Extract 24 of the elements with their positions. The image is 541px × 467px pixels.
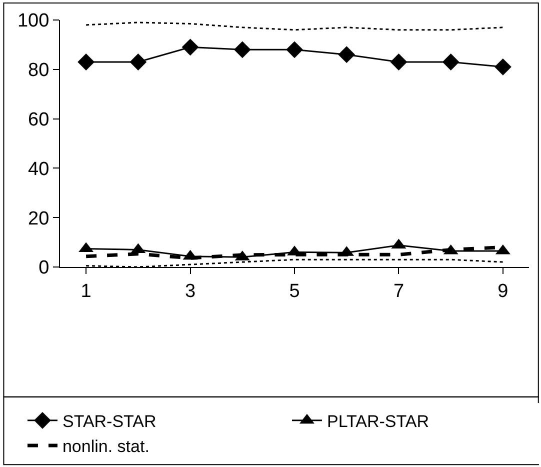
x-tick-label: 1 bbox=[80, 280, 92, 302]
x-tick-label: 3 bbox=[184, 280, 196, 302]
point bbox=[182, 38, 199, 56]
point bbox=[78, 54, 95, 70]
y-tick-label: 80 bbox=[28, 60, 50, 82]
legend-label: nonlin. stat. bbox=[62, 437, 150, 456]
y-tick-label: 40 bbox=[28, 158, 50, 180]
point bbox=[338, 46, 356, 64]
line-series bbox=[85, 22, 504, 31]
y-tick-label: 0 bbox=[38, 258, 50, 279]
point bbox=[494, 58, 512, 76]
y-tick-label: 60 bbox=[28, 109, 50, 130]
point bbox=[130, 54, 147, 70]
point bbox=[286, 41, 303, 58]
y-tick-label: 100 bbox=[17, 10, 50, 32]
point bbox=[390, 54, 408, 70]
point bbox=[234, 41, 251, 58]
point bbox=[442, 54, 460, 70]
y-tick-label: 20 bbox=[28, 208, 50, 230]
x-tick-label: 9 bbox=[498, 280, 508, 302]
x-tick-label: 5 bbox=[289, 280, 300, 302]
legend-label: PLTAR-STAR bbox=[326, 412, 429, 432]
legend-label: STAR-STAR bbox=[62, 412, 156, 432]
x-tick-label: 7 bbox=[393, 280, 404, 302]
